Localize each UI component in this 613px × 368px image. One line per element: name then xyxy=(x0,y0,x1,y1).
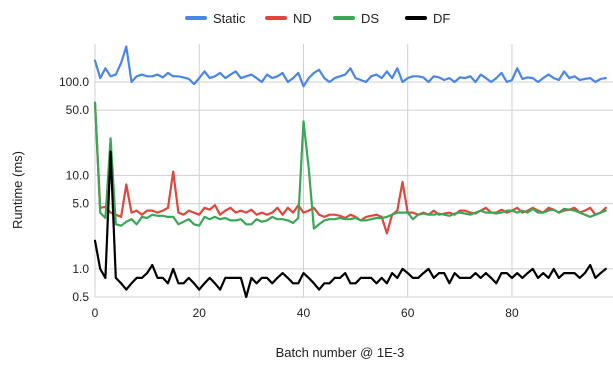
x-tick-label: 60 xyxy=(401,306,415,320)
series-line-df xyxy=(93,150,607,299)
grid xyxy=(94,44,613,298)
legend-label-ds: DS xyxy=(361,11,379,26)
x-axis-ticks: 0 20 40 60 80 xyxy=(92,306,519,320)
legend-label-df: DF xyxy=(433,11,450,26)
legend: Static ND DS DF xyxy=(185,11,450,26)
y-tick-label: 1.0 xyxy=(72,262,89,276)
legend-label-nd: ND xyxy=(293,11,312,26)
y-axis-title: Runtime (ms) xyxy=(10,151,25,229)
legend-label-static: Static xyxy=(213,11,246,26)
y-tick-label: 10.0 xyxy=(66,168,90,182)
series-line-ds xyxy=(93,101,607,230)
x-tick-label: 40 xyxy=(297,306,311,320)
x-tick-label: 0 xyxy=(92,306,99,320)
y-tick-label: 5.0 xyxy=(72,197,89,211)
x-tick-label: 20 xyxy=(193,306,207,320)
y-tick-label: 100.0 xyxy=(59,75,89,89)
y-axis-ticks: 0.5 1.0 5.0 10.0 50.0 100.0 xyxy=(59,75,89,304)
x-axis-title: Batch number @ 1E-3 xyxy=(276,345,405,360)
series-lines xyxy=(93,45,607,299)
x-tick-label: 80 xyxy=(505,306,519,320)
y-tick-label: 50.0 xyxy=(66,103,90,117)
y-tick-label: 0.5 xyxy=(72,290,89,304)
series-line-static xyxy=(93,45,607,88)
series-line-nd xyxy=(93,101,607,235)
